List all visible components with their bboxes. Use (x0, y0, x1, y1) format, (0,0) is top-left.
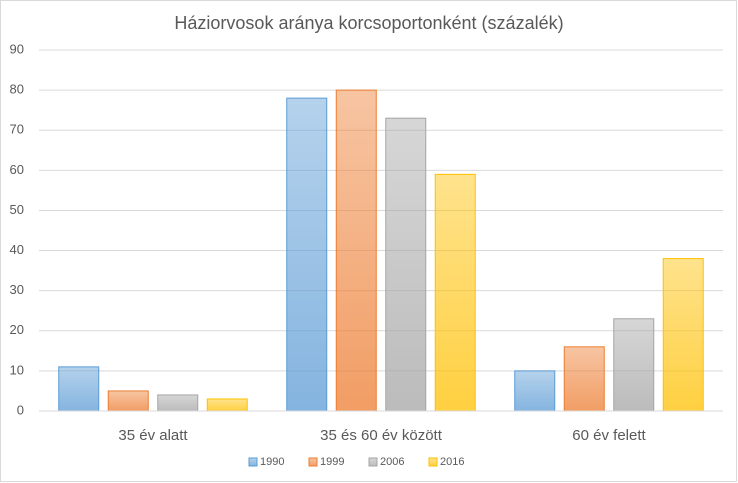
bar (434, 173, 476, 412)
legend-label: 1999 (320, 456, 344, 468)
x-tick-label: 60 év felett (572, 427, 646, 444)
bar (385, 117, 427, 412)
y-tick-label: 10 (10, 362, 24, 377)
y-tick-label: 40 (10, 242, 24, 257)
bar (335, 89, 377, 412)
bar (206, 398, 248, 412)
bar (286, 97, 328, 412)
bar (613, 318, 655, 412)
chart-title: Háziorvosok aránya korcsoportonként (szá… (174, 13, 563, 33)
y-tick-label: 50 (10, 202, 24, 217)
x-tick-label: 35 és 60 év között (320, 427, 443, 444)
legend-label: 2006 (380, 456, 404, 468)
bar (157, 394, 199, 412)
y-tick-label: 70 (10, 122, 24, 137)
legend-swatch (428, 457, 438, 467)
legend-label: 2016 (440, 456, 464, 468)
x-tick-label: 35 év alatt (118, 427, 188, 444)
legend-swatch (248, 457, 258, 467)
legend-swatch (368, 457, 378, 467)
bar (107, 390, 149, 412)
bar (514, 370, 556, 412)
legend-label: 1990 (260, 456, 284, 468)
y-tick-label: 90 (10, 41, 24, 56)
y-tick-label: 30 (10, 282, 24, 297)
bar (58, 366, 100, 412)
y-tick-label: 60 (10, 162, 24, 177)
bar (563, 346, 605, 412)
y-tick-label: 80 (10, 82, 24, 97)
legend-swatch (308, 457, 318, 467)
bar (662, 258, 704, 412)
y-tick-label: 0 (17, 402, 24, 417)
y-tick-label: 20 (10, 322, 24, 337)
